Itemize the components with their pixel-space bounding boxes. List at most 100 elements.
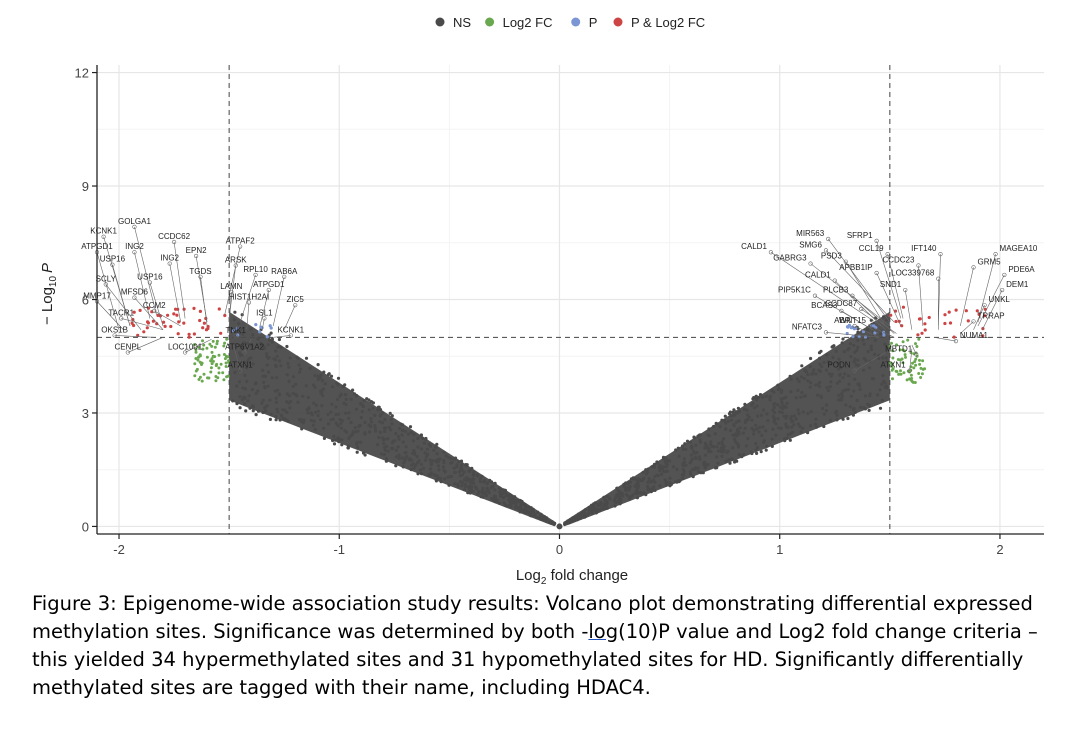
ns-point (274, 363, 278, 367)
p-and-log2fc-point (198, 309, 202, 313)
ns-point (349, 397, 353, 401)
ns-point (503, 489, 507, 493)
ns-point (868, 392, 872, 396)
log2fc-point (213, 355, 217, 359)
label-connector (854, 325, 879, 338)
ns-point (378, 420, 382, 424)
ns-point (828, 362, 833, 366)
gene-label-grm5: GRM5 (978, 257, 1002, 266)
ns-point (772, 390, 776, 394)
ns-point (327, 422, 331, 426)
ns-point (658, 484, 662, 488)
label-connector (845, 261, 886, 327)
data-points (130, 305, 987, 530)
ns-point (235, 384, 239, 388)
ns-point (779, 426, 783, 430)
ns-point (837, 393, 841, 397)
ns-point (497, 501, 501, 505)
ns-point (294, 382, 298, 386)
ns-point (242, 360, 247, 364)
label-anchor (266, 287, 271, 293)
ns-point (450, 460, 454, 465)
log2fc-point (224, 365, 228, 368)
label-connector (200, 276, 208, 327)
ns-point (281, 416, 285, 421)
ns-point (836, 367, 841, 371)
ns-point (606, 495, 610, 499)
ns-point (287, 379, 291, 383)
ns-point (339, 421, 343, 425)
gene-label-nfatc3: NFATC3 (792, 322, 823, 331)
log2fc-point (209, 366, 213, 370)
ns-point (378, 430, 382, 434)
ns-point (755, 445, 760, 450)
ns-point (836, 361, 840, 365)
p-and-log2fc-point (175, 313, 179, 317)
ns-point (855, 348, 859, 352)
ns-point (665, 458, 670, 462)
ns-point (862, 356, 866, 360)
ns-point (362, 399, 366, 403)
p-and-log2fc-point (954, 308, 958, 312)
label-connector (259, 289, 270, 327)
ns-point (400, 433, 404, 437)
ns-point (742, 407, 746, 411)
ns-point (456, 484, 460, 488)
ns-point (681, 447, 686, 451)
ns-point (508, 500, 512, 504)
ns-point (494, 497, 498, 501)
ns-point (837, 373, 842, 377)
ns-point (699, 471, 703, 475)
log2fc-point (219, 362, 223, 366)
ns-point (727, 458, 731, 462)
ns-point (707, 434, 711, 438)
log2fc-point (898, 348, 902, 352)
ns-point (652, 465, 656, 469)
ns-point (760, 433, 764, 437)
ns-point (355, 442, 359, 446)
gene-label-atp6v1a2: ATP6V1A2 (225, 342, 265, 351)
ns-point (394, 464, 398, 468)
ns-point (313, 427, 317, 432)
ns-point (371, 406, 375, 410)
ns-point (724, 427, 728, 431)
p-and-log2fc-point (156, 313, 160, 317)
ns-point (825, 403, 829, 407)
gene-label-snd1: SND1 (880, 280, 902, 289)
p-and-log2fc-point (187, 332, 191, 336)
ns-point (408, 425, 413, 429)
ns-point (243, 373, 247, 377)
p-point (845, 325, 850, 329)
ns-point (756, 414, 760, 418)
ns-point (776, 403, 780, 407)
ns-point (316, 374, 320, 378)
ns-point (692, 449, 696, 453)
log2fc-point (914, 357, 918, 361)
ns-point (750, 418, 754, 422)
ns-point (764, 394, 768, 398)
ns-point (416, 436, 420, 440)
ns-point (583, 514, 588, 519)
ns-point (323, 382, 327, 386)
gene-label-pde6a: PDE6A (1008, 265, 1035, 274)
label-connector (273, 335, 291, 338)
ns-point (337, 440, 341, 444)
ns-point (836, 398, 841, 402)
legend-label: P (589, 15, 598, 30)
ns-point (736, 419, 741, 423)
ns-point (730, 457, 734, 461)
ns-point (754, 448, 758, 452)
ns-point (818, 356, 822, 360)
ns-point (852, 343, 856, 348)
ns-point (291, 384, 295, 388)
gene-label-usp16: USP16 (137, 272, 163, 281)
ns-point (849, 394, 853, 398)
ns-point (261, 368, 265, 372)
label-connector (96, 252, 120, 330)
ns-point (442, 461, 446, 465)
gene-label-ccdc62: CCDC62 (158, 232, 191, 241)
ns-point (636, 486, 640, 490)
ns-point (275, 376, 279, 380)
log2fc-point (891, 377, 894, 381)
p-and-log2fc-point (146, 321, 150, 325)
